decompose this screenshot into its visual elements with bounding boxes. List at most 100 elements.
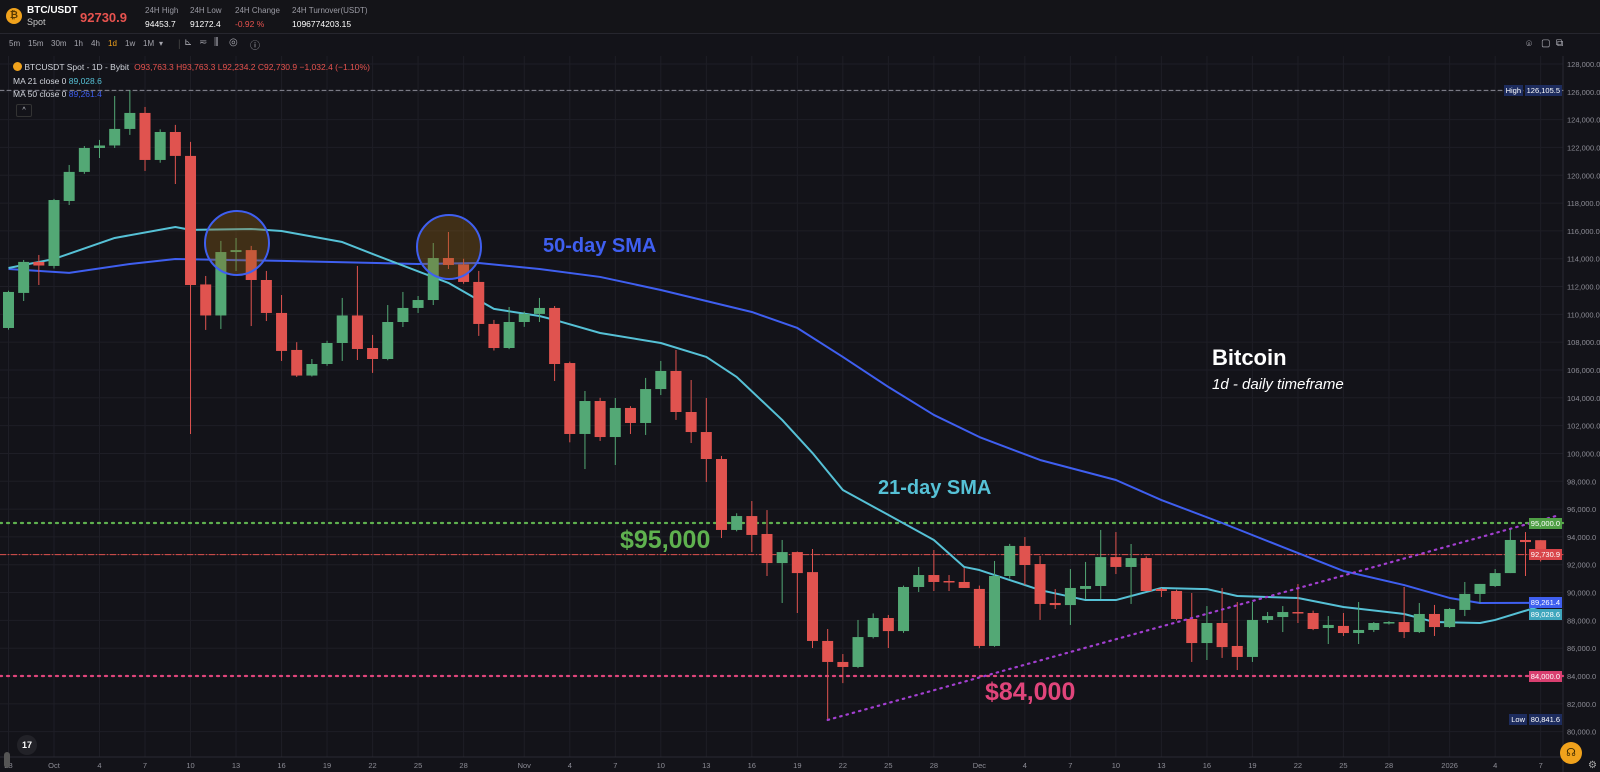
candle-body <box>1034 564 1046 604</box>
tradingview-logo-icon[interactable]: 17 <box>17 735 37 755</box>
candle <box>321 340 333 366</box>
candle-body <box>185 155 197 285</box>
timeframe-1M[interactable]: 1M <box>143 39 155 48</box>
candle-body <box>382 322 394 360</box>
candle <box>367 334 379 373</box>
y-tick-label: 118,000.0 <box>1567 199 1600 208</box>
y-tick-label: 116,000.0 <box>1567 227 1600 236</box>
x-tick-label: 28 <box>1385 761 1393 770</box>
candle <box>1110 532 1122 575</box>
candle <box>1353 602 1365 645</box>
timeframe-4h[interactable]: 4h <box>91 39 100 48</box>
candle-body <box>1383 622 1395 624</box>
scroll-handle[interactable] <box>4 752 10 768</box>
timeframe-30m[interactable]: 30m <box>51 39 67 48</box>
candle <box>154 129 166 163</box>
candle <box>594 397 606 441</box>
candle <box>1125 544 1137 604</box>
chart-type-icon[interactable]: ⊾ <box>184 37 193 48</box>
timeframe-1w[interactable]: 1w <box>125 39 136 48</box>
y-tick-label: 90,000.0 <box>1567 589 1596 598</box>
timeframe-5m[interactable]: 5m <box>9 39 21 48</box>
x-tick-label: Dec <box>973 761 987 770</box>
chart-subtitle-annotation: 1d - daily timeframe <box>1212 376 1344 393</box>
timeframe-1d[interactable]: 1d <box>108 39 117 48</box>
y-tick-label: 126,000.0 <box>1567 88 1600 97</box>
sma21-annotation: 21-day SMA <box>878 477 992 499</box>
x-tick-label: 7 <box>1068 761 1072 770</box>
screenshot-camera-icon[interactable]: ⌾ <box>1526 39 1532 50</box>
x-tick-label: 22 <box>1294 761 1302 770</box>
y-tick-label: 128,000.0 <box>1567 60 1600 69</box>
candle <box>1489 569 1501 587</box>
y-tick-label: 100,000.0 <box>1567 449 1600 458</box>
axis-settings-gear-icon[interactable]: ⚙ <box>1588 760 1597 771</box>
candle <box>94 139 106 159</box>
fullscreen-square-icon[interactable]: ▢ <box>1541 38 1551 49</box>
stat-24h-high: 24H High 94453.7 <box>145 6 178 29</box>
price-axis-tag: 89,028.6 <box>1528 609 1562 621</box>
support-headphones-button[interactable]: ☊ <box>1560 742 1582 764</box>
compare-icon[interactable]: ⫼ <box>214 37 219 48</box>
candle <box>791 551 803 613</box>
price-axis-tag: 89,261.4 <box>1528 597 1562 609</box>
legend-ma50-row[interactable]: MA 50 close 0 89,261.4 <box>13 89 102 99</box>
candle <box>473 270 485 336</box>
candle-body <box>1216 623 1228 648</box>
x-tick-label: 13 <box>1157 761 1165 770</box>
candle <box>109 95 121 148</box>
candle <box>882 614 894 649</box>
timeframe-1h[interactable]: 1h <box>74 39 83 48</box>
candle <box>200 275 212 330</box>
candle <box>412 295 424 313</box>
candle-body <box>306 364 318 376</box>
y-tick-label: 80,000.0 <box>1567 728 1596 737</box>
expand-icon[interactable]: ⧉ <box>1556 38 1564 49</box>
candle <box>685 380 697 444</box>
price-axis-tag: 80,841.6 <box>1528 714 1562 726</box>
candle-body <box>63 171 75 201</box>
candle <box>169 124 181 185</box>
candle <box>1292 584 1304 624</box>
candle <box>518 311 530 327</box>
candle-body <box>624 407 636 423</box>
collapse-legend-button[interactable]: ^ <box>16 104 32 117</box>
legend-ma21-row[interactable]: MA 21 close 0 89,028.6 <box>13 76 102 86</box>
more-timeframes-chevron-icon[interactable]: ▾ <box>159 39 164 48</box>
y-tick-label: 82,000.0 <box>1567 700 1596 709</box>
x-tick-label: 4 <box>1023 761 1027 770</box>
candle-body <box>943 581 955 583</box>
candle-body <box>989 575 1001 646</box>
candle <box>1155 587 1167 598</box>
candle <box>1519 532 1531 576</box>
candle-body <box>852 637 864 667</box>
candle <box>715 455 727 539</box>
x-tick-label: 22 <box>368 761 376 770</box>
candle <box>1262 612 1274 624</box>
candle <box>382 305 394 361</box>
x-tick-label: 16 <box>277 761 285 770</box>
candle <box>1277 606 1289 633</box>
x-tick-label: Nov <box>518 761 532 770</box>
indicators-icon[interactable]: ≂ <box>199 37 208 48</box>
pair-name[interactable]: BTC/USDT <box>27 5 78 16</box>
candle-body <box>1444 608 1456 628</box>
legend-symbol[interactable]: BTCUSDT Spot - 1D - Bybit <box>24 62 130 72</box>
x-tick-label: 7 <box>143 761 147 770</box>
last-price: 92730.9 <box>80 10 127 25</box>
y-tick-label: 122,000.0 <box>1567 143 1600 152</box>
candle-body <box>488 323 500 349</box>
settings-icon[interactable]: ◎ <box>229 37 238 48</box>
info-icon[interactable]: ⓘ <box>250 41 260 52</box>
y-tick-label: 106,000.0 <box>1567 366 1600 375</box>
candle-body <box>473 281 485 324</box>
timeframe-15m[interactable]: 15m <box>28 39 44 48</box>
candle <box>1459 581 1471 617</box>
y-tick-label: 112,000.0 <box>1567 283 1600 292</box>
candle <box>260 270 272 322</box>
price-axis-tag: 95,000.0 <box>1528 517 1562 529</box>
candle <box>579 390 591 470</box>
x-tick-label: 25 <box>414 761 422 770</box>
x-tick-label: 28 <box>459 761 467 770</box>
